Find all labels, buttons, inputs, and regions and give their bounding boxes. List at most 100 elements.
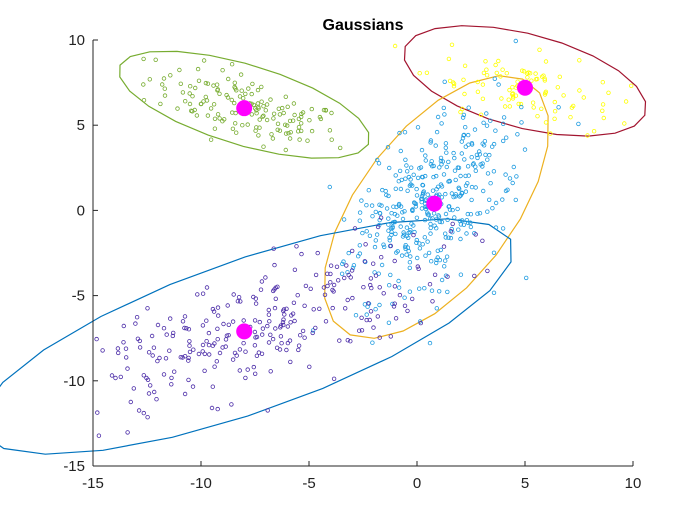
point-purple (243, 349, 248, 354)
point-yellow (480, 82, 486, 87)
point-purple (113, 375, 118, 381)
point-purple (157, 355, 162, 361)
point-purple (445, 274, 450, 279)
point-purple (292, 318, 297, 324)
point-lightblue (442, 112, 447, 117)
point-purple (330, 305, 335, 311)
point-green (271, 116, 276, 121)
point-lightblue (468, 211, 474, 217)
point-lightblue (474, 152, 480, 158)
point-lightblue (387, 165, 392, 171)
point-lightblue (414, 193, 420, 198)
point-lightblue (500, 197, 505, 202)
point-purple (169, 382, 174, 387)
point-green (201, 58, 207, 63)
point-purple (345, 338, 350, 343)
point-yellow (527, 70, 533, 76)
point-yellow (506, 97, 511, 102)
point-lightblue (457, 186, 462, 192)
point-purple (212, 364, 217, 369)
point-lightblue (493, 128, 498, 133)
point-lightblue (522, 147, 528, 152)
point-green (270, 136, 276, 141)
point-purple (182, 325, 187, 331)
point-yellow (531, 105, 536, 110)
point-purple (145, 415, 150, 420)
point-lightblue (357, 210, 363, 215)
point-purple (254, 353, 260, 358)
point-purple (377, 285, 382, 290)
point-green (215, 112, 221, 117)
point-lightblue (485, 171, 491, 176)
point-purple (441, 244, 447, 249)
point-purple (260, 326, 266, 331)
point-purple (123, 346, 129, 351)
y-tick-label: 0 (77, 202, 85, 219)
point-green (321, 107, 327, 113)
point-lightblue (386, 222, 391, 227)
point-purple (154, 397, 159, 402)
point-green (141, 56, 146, 62)
point-yellow (507, 104, 512, 109)
point-lightblue (393, 173, 398, 178)
point-purple (230, 319, 236, 324)
point-purple (344, 263, 349, 268)
point-lightblue (468, 220, 473, 225)
point-green (203, 80, 209, 86)
point-purple (170, 333, 175, 339)
point-purple (391, 304, 397, 309)
point-yellow (623, 99, 629, 104)
point-lightblue (443, 191, 448, 197)
point-green (259, 99, 264, 104)
point-lightblue (432, 223, 437, 228)
point-lightblue (417, 286, 422, 291)
point-green (296, 124, 302, 130)
point-purple (167, 316, 173, 321)
point-yellow (498, 74, 503, 79)
point-green (162, 93, 168, 98)
point-purple (307, 364, 312, 369)
point-yellow (392, 43, 398, 49)
point-purple (367, 317, 372, 323)
point-lightblue (439, 121, 444, 126)
point-green (161, 76, 167, 81)
point-purple (258, 287, 264, 292)
point-lightblue (418, 165, 424, 170)
point-purple (448, 228, 454, 234)
point-lightblue (426, 250, 432, 256)
point-lightblue (419, 199, 424, 205)
point-yellow (555, 85, 560, 90)
point-purple (402, 303, 408, 308)
point-yellow (525, 75, 530, 80)
point-purple (221, 321, 226, 327)
point-yellow (510, 91, 515, 97)
point-green (261, 113, 266, 118)
point-lightblue (434, 306, 439, 311)
point-lightblue (357, 243, 362, 248)
point-purple (190, 384, 196, 389)
point-green (263, 108, 268, 113)
point-lightblue (435, 248, 440, 253)
point-purple (300, 328, 306, 334)
point-lightblue (398, 148, 403, 154)
point-green (277, 112, 283, 117)
point-purple (273, 296, 278, 301)
point-yellow (629, 83, 634, 88)
point-green (277, 128, 283, 133)
point-green (239, 88, 244, 93)
point-purple (343, 306, 348, 311)
point-green (259, 84, 264, 90)
point-green (290, 118, 296, 123)
point-purple (411, 232, 416, 238)
point-lightblue (465, 164, 471, 169)
point-purple (209, 405, 215, 411)
point-purple (204, 339, 209, 344)
point-yellow (585, 133, 590, 138)
point-green (221, 117, 227, 122)
point-lightblue (405, 169, 410, 174)
point-lightblue (465, 181, 470, 186)
point-lightblue (480, 161, 485, 166)
point-purple (350, 248, 355, 254)
point-purple (278, 323, 284, 328)
